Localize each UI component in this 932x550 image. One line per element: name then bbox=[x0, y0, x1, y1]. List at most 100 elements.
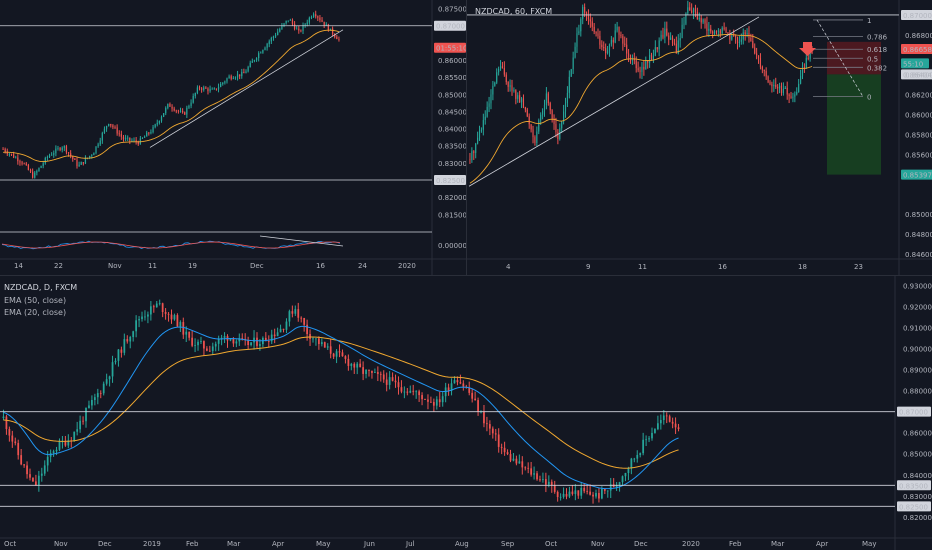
tr-candle bbox=[471, 151, 473, 161]
tl-candle bbox=[169, 103, 171, 107]
tl-candle bbox=[91, 155, 93, 156]
pane-separator-horizontal[interactable] bbox=[0, 275, 932, 276]
daily-candle bbox=[409, 390, 412, 393]
daily-candle bbox=[315, 338, 317, 340]
tl-candle bbox=[293, 23, 296, 29]
trendline[interactable] bbox=[149, 29, 344, 148]
chart-pane-bottom[interactable]: 0.87000 0.83500 0.82500 0.93000 0.92000 0.910… bbox=[0, 276, 932, 550]
tr-candle bbox=[708, 28, 710, 31]
daily-candle bbox=[374, 372, 376, 373]
tr-candle bbox=[790, 96, 792, 99]
daily-candle bbox=[421, 395, 423, 400]
daily-candle bbox=[471, 392, 474, 399]
daily-candle bbox=[624, 473, 627, 477]
tl-candle bbox=[44, 157, 46, 164]
daily-candle bbox=[388, 377, 391, 385]
x-tick-label: 2020 bbox=[682, 540, 700, 548]
y-tick-label: 0.86800 bbox=[905, 32, 932, 40]
y-tick-label: 0.87500 bbox=[438, 6, 466, 14]
tl-candle bbox=[179, 111, 182, 112]
daily-candle bbox=[312, 338, 314, 340]
y-tick-label: 0.85000 bbox=[438, 91, 466, 99]
tr-candle bbox=[692, 8, 695, 13]
tl-candle bbox=[200, 88, 203, 90]
y-tick-label: 0.83500 bbox=[438, 143, 466, 151]
tr-candle bbox=[754, 47, 756, 54]
tl-candle bbox=[334, 34, 336, 37]
tl-candle bbox=[272, 36, 275, 39]
tr-candle bbox=[719, 30, 721, 34]
tr-candle bbox=[662, 34, 664, 38]
tr-candle bbox=[498, 68, 500, 73]
daily-candle bbox=[111, 362, 114, 377]
tr-candle bbox=[593, 26, 595, 32]
tl-candle bbox=[95, 146, 97, 153]
tr-candle bbox=[478, 131, 481, 138]
tl-candle bbox=[196, 87, 199, 94]
daily-candle bbox=[20, 455, 23, 465]
tr-candle bbox=[801, 67, 804, 76]
tl-candle bbox=[184, 112, 186, 115]
tr-candle bbox=[712, 31, 714, 34]
tl-candle bbox=[268, 41, 270, 44]
tl-candle bbox=[258, 53, 260, 59]
tr-candle bbox=[568, 76, 570, 93]
tl-candle bbox=[266, 43, 268, 48]
y-tick-label: 0.92000 bbox=[903, 304, 932, 312]
daily-candle bbox=[123, 339, 126, 353]
trendline[interactable] bbox=[468, 16, 760, 187]
daily-candle bbox=[427, 399, 429, 402]
tl-candle bbox=[310, 17, 313, 18]
tr-candle bbox=[505, 74, 507, 83]
tr-candle bbox=[517, 95, 519, 99]
tr-candle bbox=[492, 85, 494, 95]
tr-candle bbox=[480, 129, 482, 132]
x-tick-label: Oct bbox=[545, 540, 557, 548]
tl-candle bbox=[236, 74, 239, 78]
tl-candle bbox=[8, 153, 11, 155]
daily-candle bbox=[96, 393, 99, 398]
daily-candle bbox=[385, 379, 388, 385]
tl-candle bbox=[247, 67, 249, 72]
y-tick-label: 0.84000 bbox=[438, 126, 466, 134]
tr-candle bbox=[784, 87, 786, 89]
pane-separator-vertical[interactable] bbox=[466, 0, 467, 275]
daily-candle bbox=[250, 342, 252, 345]
daily-candle bbox=[132, 331, 135, 338]
tr-candle bbox=[723, 27, 725, 29]
target-zone[interactable] bbox=[827, 74, 881, 175]
x-tick-label: Nov bbox=[591, 540, 605, 548]
tl-candle bbox=[171, 106, 173, 109]
daily-candle bbox=[5, 416, 8, 430]
daily-candle bbox=[671, 421, 674, 424]
tl-candle bbox=[239, 74, 241, 77]
daily-candle bbox=[197, 341, 199, 346]
daily-candle bbox=[188, 331, 191, 338]
tr-candle bbox=[628, 53, 630, 58]
daily-candle bbox=[677, 427, 680, 429]
daily-candle bbox=[264, 337, 267, 342]
daily-candle bbox=[441, 396, 444, 403]
chart-bottom[interactable]: 0.87000 0.83500 0.82500 0.93000 0.92000 0.910… bbox=[0, 276, 932, 550]
oscillator-trendline[interactable] bbox=[259, 235, 344, 247]
daily-candle bbox=[353, 363, 356, 368]
chart-top-left[interactable]: 0.87000 0.82500 01:55:10 0.87500 0.86000 0.85… bbox=[0, 0, 466, 275]
tl-candle bbox=[131, 140, 133, 142]
daily-candle bbox=[285, 321, 288, 330]
tr-candle bbox=[765, 71, 767, 77]
daily-candle bbox=[659, 420, 662, 424]
tl-candle bbox=[264, 47, 266, 50]
chart-pane-top-left[interactable]: 0.87000 0.82500 01:55:10 0.87500 0.86000 0.85… bbox=[0, 0, 466, 275]
tr-candle bbox=[725, 28, 727, 33]
chart-pane-top-right[interactable]: 1 0.786 0.618 0.5 0.382 0 0.87000 0.86658 0.8640… bbox=[467, 0, 932, 275]
tr-candle bbox=[641, 66, 643, 72]
daily-candle bbox=[99, 393, 102, 394]
daily-candle bbox=[43, 465, 46, 474]
daily-candle bbox=[486, 423, 488, 425]
y-tick-label: 0.90000 bbox=[903, 346, 932, 354]
price-tag-entry-bg bbox=[901, 69, 932, 80]
daily-candle bbox=[147, 314, 149, 317]
tr-candle bbox=[694, 8, 697, 12]
tr-candle bbox=[515, 90, 517, 99]
